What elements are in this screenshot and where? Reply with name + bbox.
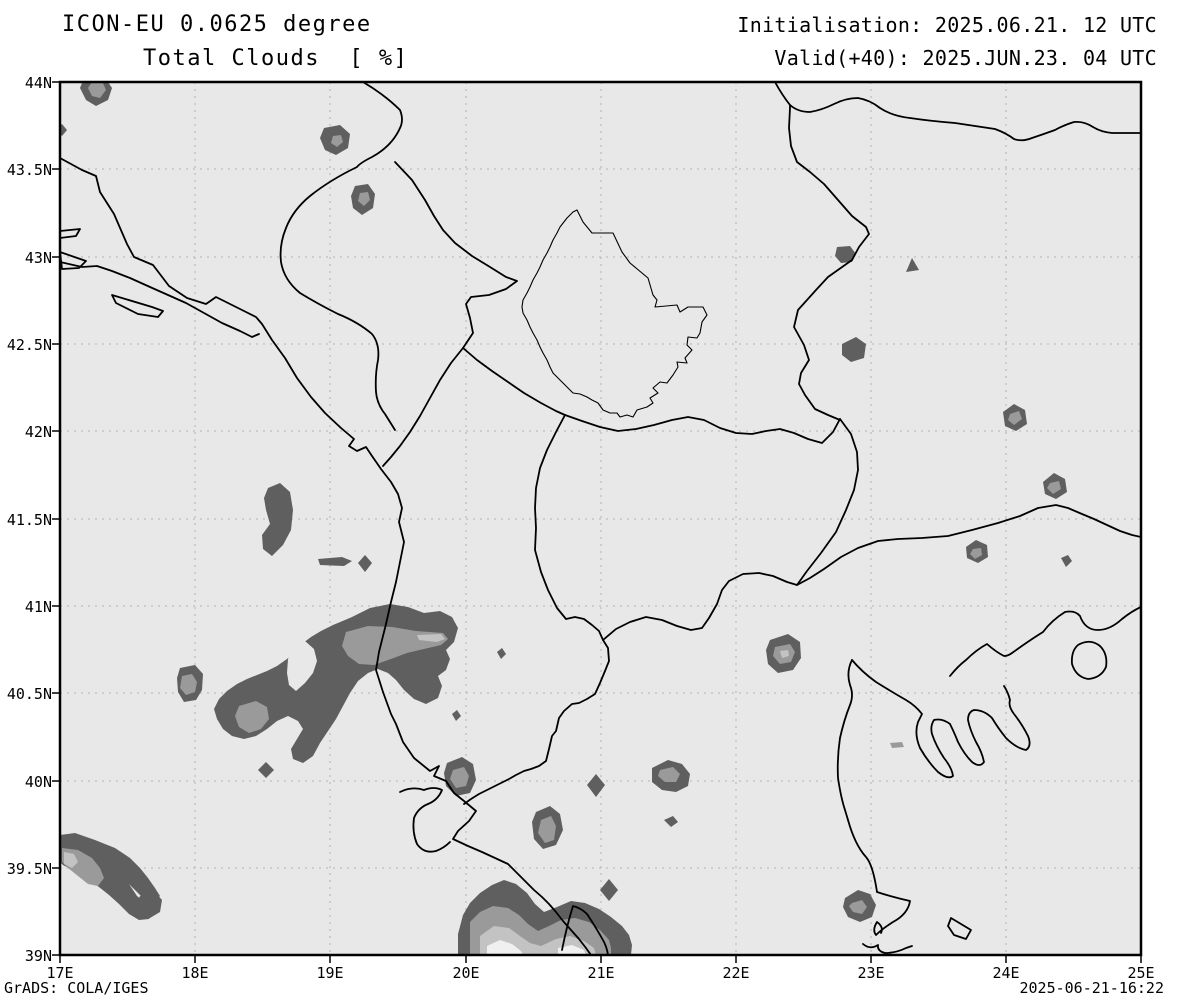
lat-tick-label: 40N [24, 773, 52, 791]
lon-tick-label: 20E [452, 964, 480, 982]
lat-tick-label: 41.5N [6, 511, 52, 529]
coastline-channel [60, 261, 260, 338]
lon-tick-label: 25E [1127, 964, 1155, 982]
model-title: ICON-EU 0.0625 degree [62, 12, 372, 37]
cloud-blob [497, 648, 506, 659]
cloud-core [1047, 481, 1061, 494]
geo-lines-layer [60, 82, 1141, 955]
lat-tick-label: 42N [24, 423, 52, 441]
lon-tick-label: 17E [46, 964, 74, 982]
cloud-blob [358, 555, 372, 572]
cloud-core [849, 900, 867, 914]
cloud-blob [137, 892, 162, 918]
lat-tick-label: 39.5N [6, 860, 52, 878]
cloud-core-brightest [487, 940, 523, 955]
border-drina [279, 82, 403, 431]
initialisation-label: Initialisation: 2025.06.21. 12 UTC [737, 13, 1157, 37]
product-title: Total Clouds [ %] [143, 46, 409, 71]
border-greece-north [602, 504, 1141, 641]
lon-tick-label: 24E [992, 964, 1020, 982]
lat-tick-label: 43N [24, 249, 52, 267]
lon-tick-label: 23E [857, 964, 885, 982]
cloud-blob [318, 557, 352, 566]
cloud-core [658, 767, 680, 782]
cloud-blob [60, 124, 67, 136]
cloud-core-bright [417, 634, 445, 642]
island [60, 251, 87, 270]
cloud-core [235, 701, 269, 733]
cloud-core [331, 135, 343, 147]
border-montenegro-albania [382, 347, 464, 467]
coastline-pelion-south [862, 943, 913, 954]
valid-label: Valid(+40): 2025.JUN.23. 04 UTC [774, 46, 1157, 70]
island [111, 294, 164, 318]
border-albania-kosovo [462, 347, 566, 416]
coastline-chalkidiki [851, 659, 1031, 779]
lon-tick-label: 18E [181, 964, 209, 982]
cloud-core-bright [64, 852, 78, 868]
lat-tick-label: 40.5N [6, 685, 52, 703]
lon-tick-label: 21E [587, 964, 615, 982]
island [60, 228, 81, 239]
axis-ticks [52, 81, 1142, 963]
border-serbia-bulgaria [774, 82, 870, 421]
border-macedonia-bulgaria [796, 418, 859, 586]
cloud-core-bright [780, 650, 789, 658]
cloud-blob [258, 762, 274, 778]
coastline-north-aegean [949, 606, 1141, 677]
cloud-hole [287, 641, 317, 691]
cloud-core [180, 674, 197, 695]
cloud-core [450, 767, 469, 788]
coastline-adriatic [60, 157, 592, 955]
cloud-core [358, 192, 370, 206]
island-sporades [947, 917, 972, 940]
cloud-core-brightest [558, 945, 586, 955]
creation-timestamp: 2025-06-21-16:22 [1019, 979, 1165, 997]
coastline-ionian [561, 905, 609, 955]
cloud-core [538, 816, 556, 843]
cloud-blob [906, 258, 919, 272]
cloud-blob [664, 816, 678, 827]
cloud-core [88, 82, 106, 98]
lon-tick-label: 19E [316, 964, 344, 982]
lon-tick-label: 22E [722, 964, 750, 982]
lat-tick-label: 44N [24, 74, 52, 92]
cloud-blob [1061, 555, 1072, 567]
cloud-layer [60, 82, 1072, 955]
lat-tick-label: 41N [24, 598, 52, 616]
border-kosovo [521, 209, 708, 418]
border-serbia-montenegro [394, 161, 518, 349]
border-danube [789, 97, 1141, 142]
cloud-core [970, 548, 982, 559]
coastline-pelion [847, 819, 911, 936]
coastline-thermaic-west [836, 659, 853, 821]
cloud-core [890, 742, 904, 748]
lat-tick-label: 43.5N [6, 161, 52, 179]
cloud-blob [842, 337, 866, 362]
lat-tick-label: 39N [24, 947, 52, 965]
cloud-core [1008, 411, 1022, 425]
border-albania-east [463, 414, 610, 805]
island-thasos [1070, 640, 1108, 680]
grads-credit: GrADS: COLA/IGES [4, 979, 149, 997]
cloud-blob [600, 879, 618, 901]
coastline-corfu [399, 787, 451, 853]
cloud-blob [587, 774, 605, 797]
border-macedonia-north [564, 414, 841, 444]
cloud-blob [452, 710, 461, 721]
cloud-blob [262, 483, 293, 556]
cloud-blob [835, 246, 856, 263]
lat-tick-label: 42.5N [6, 336, 52, 354]
